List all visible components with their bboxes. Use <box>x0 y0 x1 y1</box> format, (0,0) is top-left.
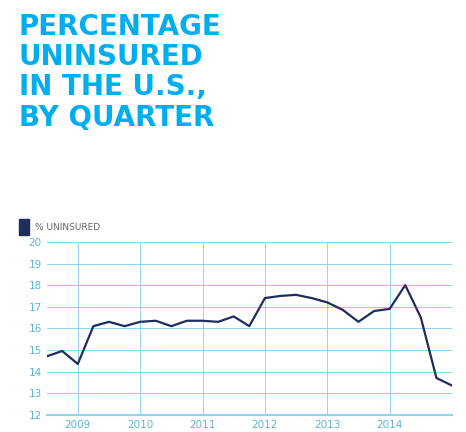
Text: % UNINSURED: % UNINSURED <box>35 223 100 232</box>
Text: PERCENTAGE
UNINSURED
IN THE U.S.,
BY QUARTER: PERCENTAGE UNINSURED IN THE U.S., BY QUA… <box>19 13 221 132</box>
Bar <box>19 219 29 235</box>
